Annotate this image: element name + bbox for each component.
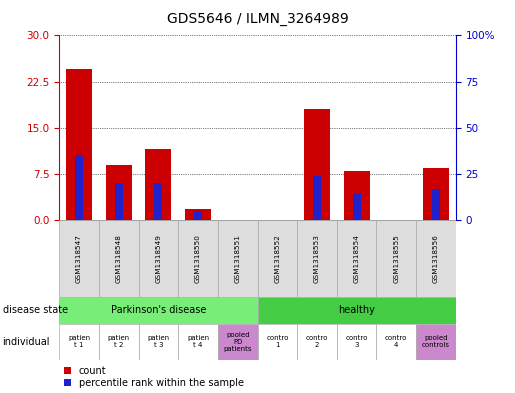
Text: disease state: disease state bbox=[3, 305, 67, 316]
Bar bbox=[154, 183, 162, 220]
Bar bbox=[376, 324, 416, 360]
Bar bbox=[178, 220, 218, 297]
Bar bbox=[297, 220, 337, 297]
Text: contro
4: contro 4 bbox=[385, 335, 407, 349]
Bar bbox=[337, 324, 376, 360]
Legend: count, percentile rank within the sample: count, percentile rank within the sample bbox=[64, 366, 244, 388]
Text: GSM1318547: GSM1318547 bbox=[76, 234, 82, 283]
Bar bbox=[258, 297, 456, 324]
Text: GSM1318548: GSM1318548 bbox=[116, 234, 122, 283]
Text: GSM1318556: GSM1318556 bbox=[433, 234, 439, 283]
Text: patien
t 1: patien t 1 bbox=[68, 335, 90, 349]
Bar bbox=[139, 324, 178, 360]
Bar bbox=[115, 183, 123, 220]
Text: patien
t 2: patien t 2 bbox=[108, 335, 130, 349]
Bar bbox=[313, 176, 321, 220]
Text: contro
1: contro 1 bbox=[266, 335, 288, 349]
Bar bbox=[59, 220, 99, 297]
Bar bbox=[258, 220, 297, 297]
Bar bbox=[106, 165, 132, 220]
Bar bbox=[194, 211, 202, 220]
Bar bbox=[344, 171, 370, 220]
Bar bbox=[145, 149, 171, 220]
Text: GSM1318551: GSM1318551 bbox=[235, 234, 241, 283]
Bar bbox=[416, 220, 456, 297]
Bar bbox=[337, 220, 376, 297]
Text: contro
2: contro 2 bbox=[306, 335, 328, 349]
Text: healthy: healthy bbox=[338, 305, 375, 316]
Text: pooled
controls: pooled controls bbox=[422, 335, 450, 349]
Text: GSM1318552: GSM1318552 bbox=[274, 234, 280, 283]
Text: GDS5646 / ILMN_3264989: GDS5646 / ILMN_3264989 bbox=[167, 12, 348, 26]
Text: patien
t 3: patien t 3 bbox=[147, 335, 169, 349]
Bar bbox=[258, 324, 297, 360]
Bar bbox=[185, 209, 211, 220]
Text: GSM1318553: GSM1318553 bbox=[314, 234, 320, 283]
Bar bbox=[99, 324, 139, 360]
Bar bbox=[139, 220, 178, 297]
Bar bbox=[423, 168, 449, 220]
Text: patien
t 4: patien t 4 bbox=[187, 335, 209, 349]
Bar bbox=[297, 324, 337, 360]
Text: pooled
PD
patients: pooled PD patients bbox=[224, 332, 252, 352]
Bar bbox=[376, 220, 416, 297]
Bar bbox=[416, 324, 456, 360]
Text: GSM1318554: GSM1318554 bbox=[354, 234, 359, 283]
Bar bbox=[59, 297, 258, 324]
Bar bbox=[304, 109, 330, 220]
Bar bbox=[75, 156, 83, 220]
Bar bbox=[59, 324, 99, 360]
Text: GSM1318550: GSM1318550 bbox=[195, 234, 201, 283]
Bar bbox=[218, 324, 258, 360]
Bar bbox=[218, 220, 258, 297]
Text: Parkinson's disease: Parkinson's disease bbox=[111, 305, 206, 316]
Bar bbox=[178, 324, 218, 360]
Bar bbox=[99, 220, 139, 297]
Bar bbox=[66, 69, 92, 220]
Bar bbox=[432, 189, 440, 220]
Text: individual: individual bbox=[3, 337, 50, 347]
Bar bbox=[353, 194, 360, 220]
Text: GSM1318549: GSM1318549 bbox=[156, 234, 161, 283]
Text: contro
3: contro 3 bbox=[346, 335, 368, 349]
Text: GSM1318555: GSM1318555 bbox=[393, 234, 399, 283]
